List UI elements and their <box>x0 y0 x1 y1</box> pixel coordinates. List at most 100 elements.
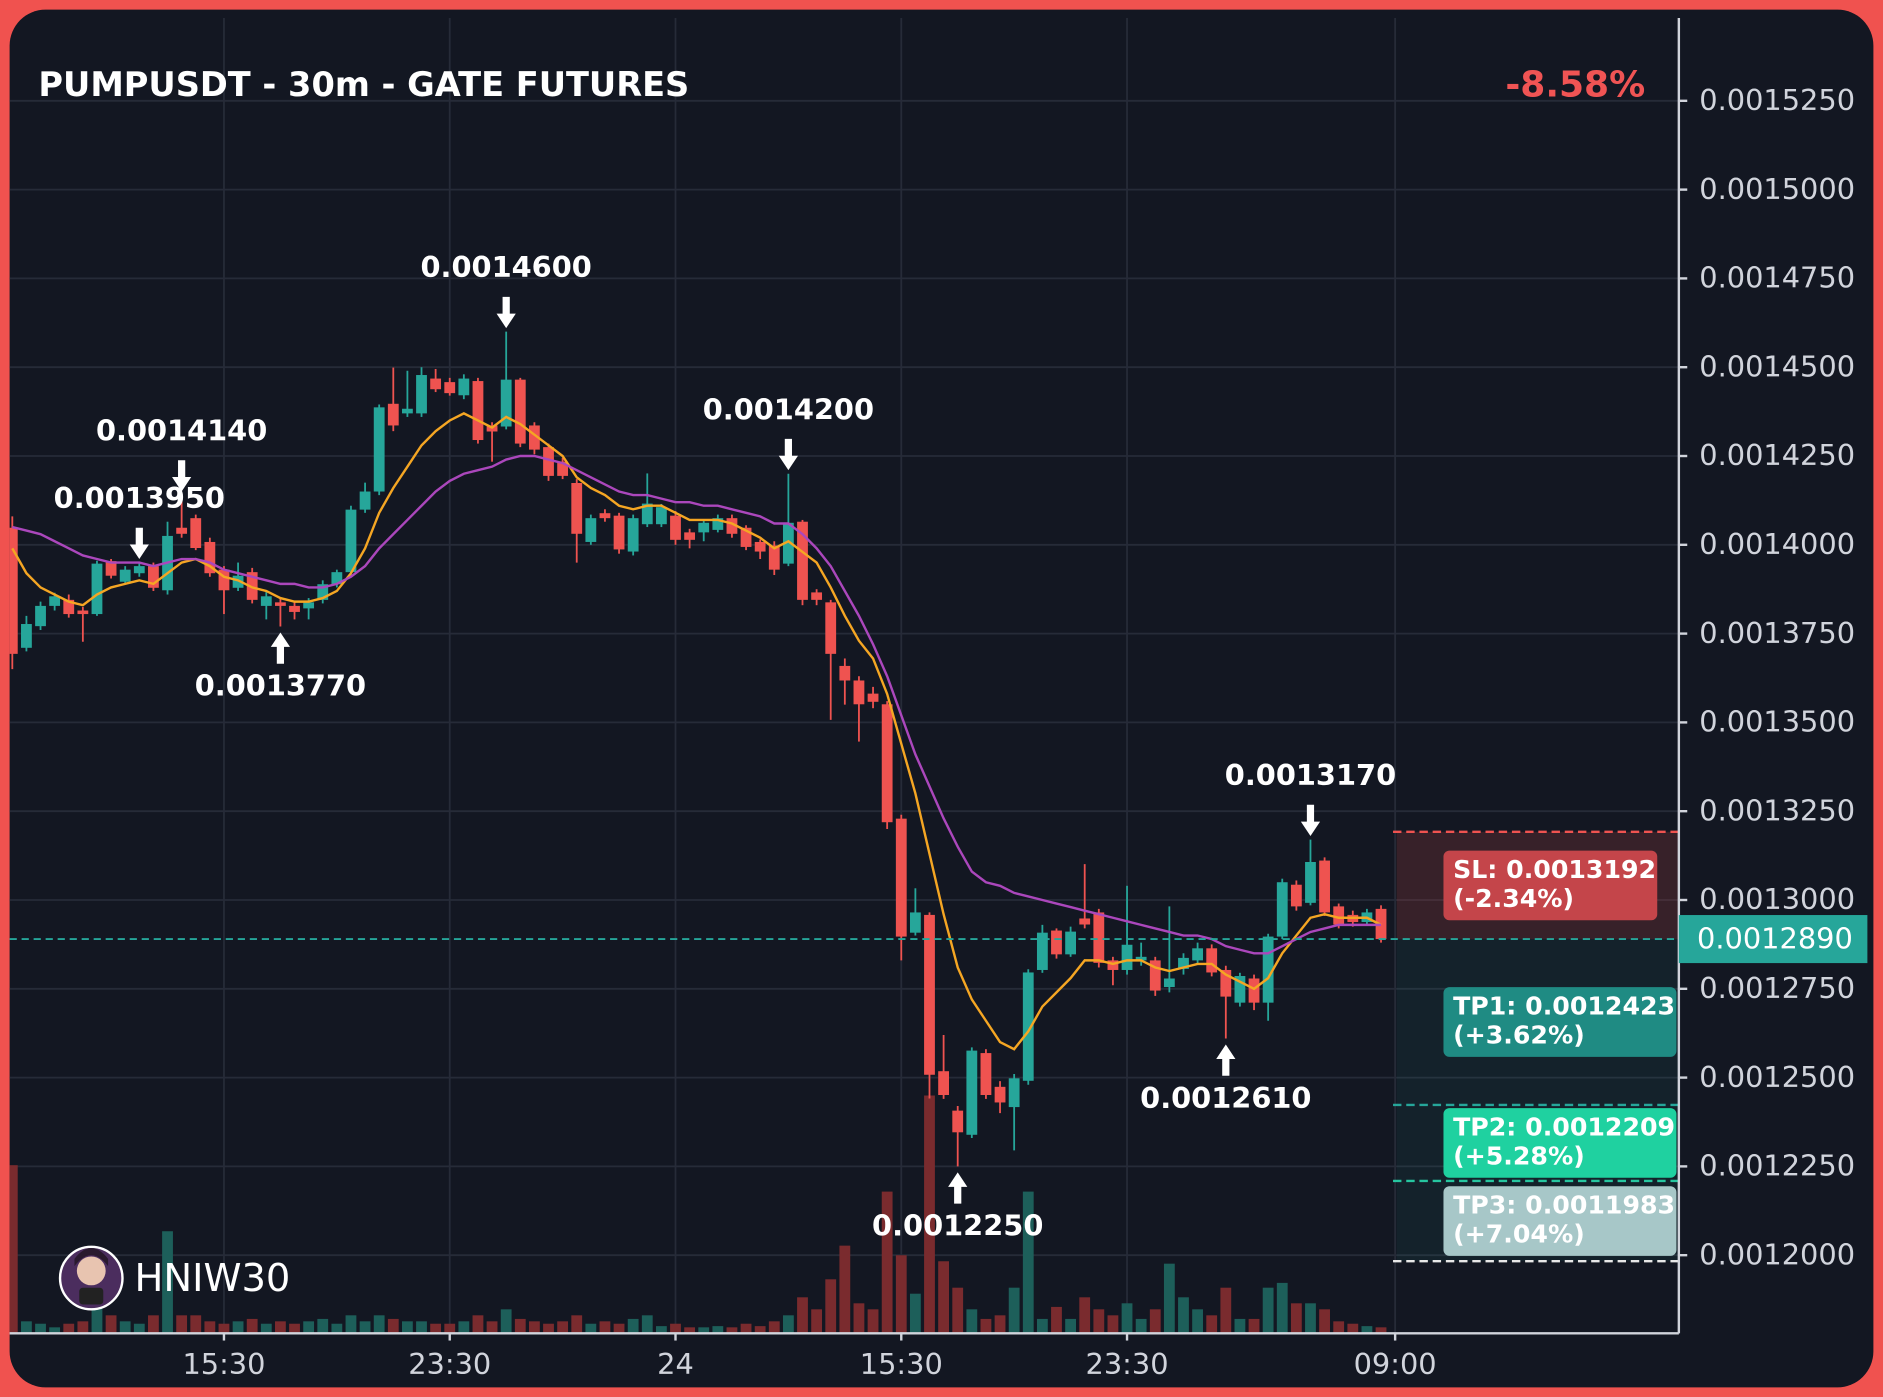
y-tick-label: 0.0015250 <box>1699 83 1855 117</box>
volume-bar <box>966 1309 978 1334</box>
watermark: HNIW30 <box>135 1256 291 1301</box>
y-tick-label: 0.0014500 <box>1699 349 1855 383</box>
candle-body <box>303 602 315 609</box>
y-tick-label: 0.0013000 <box>1699 882 1855 916</box>
volume-bar <box>49 1327 61 1334</box>
candle-body <box>768 545 780 570</box>
volume-bar <box>655 1326 667 1334</box>
volume-bar <box>994 1315 1006 1334</box>
x-tick-label: 23:30 <box>408 1347 491 1381</box>
watermark-avatar <box>58 1245 124 1311</box>
volume-bar <box>218 1323 230 1334</box>
volume-bar <box>387 1318 399 1334</box>
volume-bar <box>1065 1318 1076 1334</box>
volume-bar <box>331 1323 343 1334</box>
volume-bar <box>1319 1309 1330 1334</box>
grid <box>9 18 1679 1334</box>
candle-body <box>49 596 61 606</box>
candle-body <box>387 403 399 426</box>
volume-bar <box>839 1245 851 1334</box>
candle-body <box>275 602 286 606</box>
annotation-arrow <box>129 527 149 559</box>
annotation-arrow <box>172 460 192 492</box>
candle-body <box>1163 978 1175 988</box>
candle-body <box>571 483 583 534</box>
candle-body <box>204 541 216 574</box>
candle-body <box>698 522 710 533</box>
volume-bar <box>528 1321 540 1334</box>
candle-body <box>63 599 75 615</box>
candle-body <box>514 379 526 444</box>
candle-body <box>91 563 103 615</box>
candle-body <box>1192 948 1203 961</box>
volume-bar <box>1036 1318 1048 1334</box>
candle-body <box>754 541 766 552</box>
candle-body <box>1262 936 1274 1003</box>
candle-body <box>867 693 879 702</box>
volume-bar <box>148 1315 159 1334</box>
volume-bar <box>303 1321 315 1334</box>
candle-body <box>1107 960 1119 970</box>
candle-body <box>811 592 823 600</box>
candle-body <box>684 532 696 540</box>
ema-line <box>11 412 1382 1051</box>
volume-bar <box>35 1323 46 1334</box>
candle-body <box>980 1053 992 1096</box>
candle-body <box>1234 976 1246 1003</box>
volume-bar <box>726 1327 738 1334</box>
volume-bar <box>1192 1309 1203 1334</box>
level-label: TP3: 0.0011983 <box>1453 1191 1675 1220</box>
volume-bar <box>1305 1303 1316 1334</box>
candle-body <box>839 665 851 681</box>
volume-bar <box>1248 1318 1260 1334</box>
volume-bar <box>1149 1309 1161 1334</box>
y-tick-label: 0.0014000 <box>1699 527 1855 561</box>
volume-bar <box>924 1095 935 1334</box>
volume-bar <box>486 1321 498 1334</box>
candle-body <box>1051 930 1062 955</box>
volume-bar <box>500 1309 512 1334</box>
level-box <box>1443 850 1658 921</box>
annotation-label: 0.0012250 <box>872 1209 1043 1243</box>
y-tick-label: 0.0015000 <box>1699 172 1855 206</box>
candle-body <box>853 680 865 705</box>
candle-body <box>797 521 808 600</box>
volume-bar <box>712 1326 724 1334</box>
candle-body <box>924 914 935 1075</box>
volume-bar <box>514 1318 526 1334</box>
volume-bar <box>641 1315 653 1334</box>
volume-bar <box>1051 1306 1062 1334</box>
volume-bar <box>472 1315 484 1334</box>
level-change: (+5.28%) <box>1453 1141 1585 1170</box>
candle-body <box>670 515 681 540</box>
candle-body <box>176 527 188 534</box>
volume-bar <box>1220 1287 1232 1334</box>
candle-body <box>909 912 921 933</box>
candle-body <box>557 461 569 476</box>
candle-body <box>232 575 244 588</box>
level-label: TP1: 0.0012423 <box>1453 992 1675 1021</box>
volume-bar <box>1121 1303 1133 1334</box>
ema-line <box>12 454 1382 955</box>
candle-body <box>740 527 752 547</box>
candle-body <box>9 527 18 654</box>
volume-bar <box>246 1318 258 1334</box>
candle-body <box>966 1050 978 1135</box>
candle-body <box>21 624 32 648</box>
volume-bar <box>204 1321 216 1334</box>
volume-bar <box>162 1231 173 1334</box>
volume-bar <box>1079 1297 1091 1334</box>
candle-body <box>938 1071 950 1096</box>
volume-bar <box>1333 1321 1345 1334</box>
volume-bar <box>444 1323 456 1334</box>
volume-bar <box>1262 1287 1274 1334</box>
candle-body <box>500 379 512 427</box>
volume-bar <box>585 1323 597 1334</box>
volume-bar <box>21 1321 32 1334</box>
candle-body <box>994 1086 1006 1103</box>
candle-body <box>260 596 272 606</box>
y-tick-label: 0.0012500 <box>1699 1060 1855 1094</box>
level-box <box>1443 1186 1677 1256</box>
candle-body <box>472 381 484 441</box>
